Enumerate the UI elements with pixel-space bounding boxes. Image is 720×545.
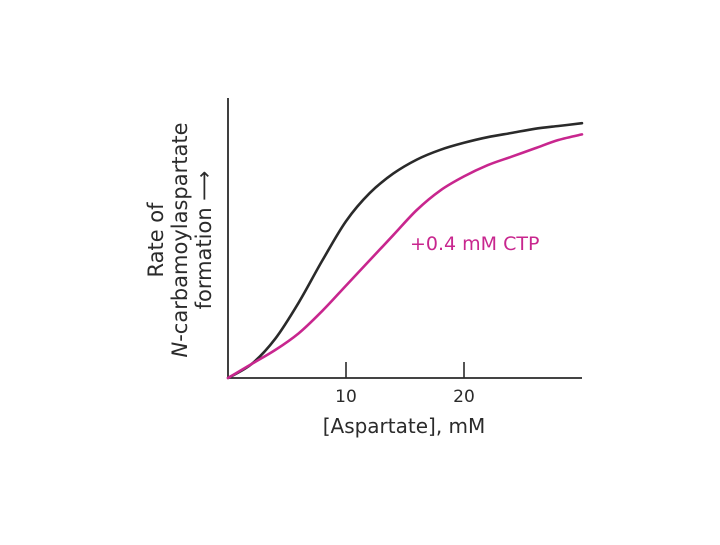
- y-axis-title-line-2: N-carbamoylaspartate: [168, 122, 192, 357]
- y-axis-title: Rate of N-carbamoylaspartate formation ⟶: [144, 122, 216, 357]
- x-axis-title: [Aspartate], mM: [323, 414, 486, 438]
- ctp-series-label: +0.4 mM CTP: [410, 233, 539, 255]
- series-layer: [226, 121, 584, 380]
- series-line-ctp: [226, 133, 584, 380]
- series-line-control: [226, 121, 584, 380]
- x-tick-label-20: 20: [453, 387, 475, 407]
- y-axis-title-line-3: formation ⟶: [192, 171, 216, 310]
- x-tick-label-10: 10: [335, 387, 357, 407]
- x-ticks: 10 20: [335, 362, 475, 407]
- y-axis-title-line-1: Rate of: [144, 202, 168, 278]
